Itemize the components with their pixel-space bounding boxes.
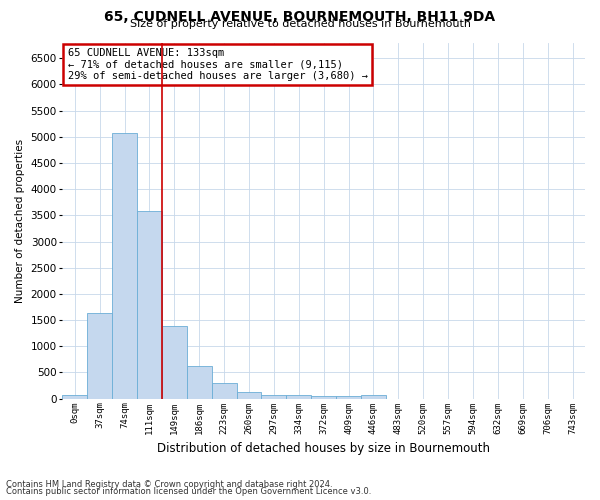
Bar [286,396,311,398]
Text: 65, CUDNELL AVENUE, BOURNEMOUTH, BH11 9DA: 65, CUDNELL AVENUE, BOURNEMOUTH, BH11 9D… [104,10,496,24]
Text: Contains HM Land Registry data © Crown copyright and database right 2024.: Contains HM Land Registry data © Crown c… [6,480,332,489]
X-axis label: Distribution of detached houses by size in Bournemouth: Distribution of detached houses by size … [157,442,490,455]
Bar [187,366,212,398]
Bar [262,394,286,398]
Bar [236,392,262,398]
Y-axis label: Number of detached properties: Number of detached properties [15,138,25,302]
Bar [112,132,137,398]
Bar [212,383,236,398]
Bar [336,396,361,398]
Bar [311,396,336,398]
Text: Size of property relative to detached houses in Bournemouth: Size of property relative to detached ho… [130,19,470,29]
Text: Contains public sector information licensed under the Open Government Licence v3: Contains public sector information licen… [6,487,371,496]
Bar [137,211,162,398]
Bar [162,326,187,398]
Bar [62,394,87,398]
Bar [87,312,112,398]
Text: 65 CUDNELL AVENUE: 133sqm
← 71% of detached houses are smaller (9,115)
29% of se: 65 CUDNELL AVENUE: 133sqm ← 71% of detac… [68,48,368,81]
Bar [361,396,386,398]
